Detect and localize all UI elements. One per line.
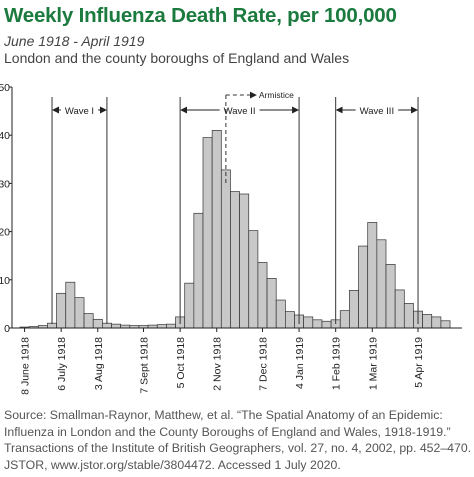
x-tick-label: 1 Mar 1919 bbox=[367, 337, 379, 390]
bar bbox=[184, 282, 195, 329]
y-tick-label: 0 bbox=[4, 323, 10, 335]
chart-subtitle-region: London and the county boroughs of Englan… bbox=[4, 50, 350, 66]
bar bbox=[394, 289, 405, 329]
bar bbox=[312, 319, 323, 329]
x-tick-label: 7 Dec 1918 bbox=[258, 337, 270, 391]
bar bbox=[403, 303, 414, 329]
bar bbox=[358, 245, 369, 329]
x-tick-label: 8 June 1918 bbox=[20, 337, 32, 395]
source-note: Source: Smallman-Raynor, Matthew, et al.… bbox=[4, 408, 472, 472]
bar bbox=[367, 222, 378, 329]
y-tick-label: 10 bbox=[0, 275, 10, 287]
wave-label: Wave I bbox=[65, 106, 94, 117]
armistice-label: Armistice bbox=[259, 90, 294, 100]
bar bbox=[339, 310, 350, 329]
x-tick-label: 3 Aug 1918 bbox=[93, 337, 105, 390]
bar bbox=[193, 212, 204, 329]
x-tick-label: 1 Feb 1919 bbox=[331, 337, 343, 390]
bar bbox=[303, 316, 314, 329]
x-tick-label: 5 Oct 1918 bbox=[175, 337, 187, 389]
bar bbox=[285, 311, 295, 329]
x-tick-label: 2 Nov 1918 bbox=[212, 337, 224, 391]
bar bbox=[266, 278, 277, 329]
bar-chart: 0 10 20 30 40 50 8 June 1918 6 July 1918 3 Aug 1… bbox=[0, 82, 462, 395]
chart-title: Weekly Influenza Death Rate, per 100,000 bbox=[4, 4, 397, 27]
y-tick-label: 30 bbox=[0, 178, 10, 190]
bar bbox=[220, 169, 231, 329]
bar bbox=[56, 292, 67, 329]
bar bbox=[166, 323, 176, 329]
bar bbox=[248, 230, 259, 329]
chart-subtitle: June 1918 - April 1919 bbox=[4, 33, 145, 49]
bar bbox=[349, 290, 359, 329]
bar bbox=[65, 281, 76, 329]
bar bbox=[385, 264, 396, 329]
bar bbox=[239, 193, 250, 329]
x-tick-label: 4 Jan 1919 bbox=[294, 337, 306, 389]
bar bbox=[440, 320, 451, 329]
wave-label: Wave III bbox=[360, 106, 395, 117]
bar bbox=[257, 262, 268, 329]
bar bbox=[422, 314, 433, 329]
y-tick-label: 40 bbox=[0, 130, 10, 142]
x-tick-label: 5 Apr 1919 bbox=[413, 337, 425, 388]
bar bbox=[230, 191, 240, 329]
y-tick-label: 50 bbox=[0, 82, 10, 94]
bar bbox=[111, 323, 121, 329]
bar bbox=[92, 318, 103, 329]
bar bbox=[202, 137, 213, 329]
x-tick-label: 6 July 1918 bbox=[56, 337, 68, 391]
bar bbox=[321, 320, 332, 329]
bar bbox=[74, 297, 85, 329]
bar bbox=[376, 239, 387, 329]
bar bbox=[83, 313, 94, 329]
x-tick-label: 7 Sept 1918 bbox=[139, 337, 151, 394]
bar bbox=[156, 324, 167, 329]
wave-label: Wave II bbox=[224, 106, 256, 117]
bar bbox=[211, 130, 222, 329]
bar bbox=[431, 316, 442, 329]
bar bbox=[275, 299, 286, 329]
y-tick-label: 20 bbox=[0, 227, 10, 239]
